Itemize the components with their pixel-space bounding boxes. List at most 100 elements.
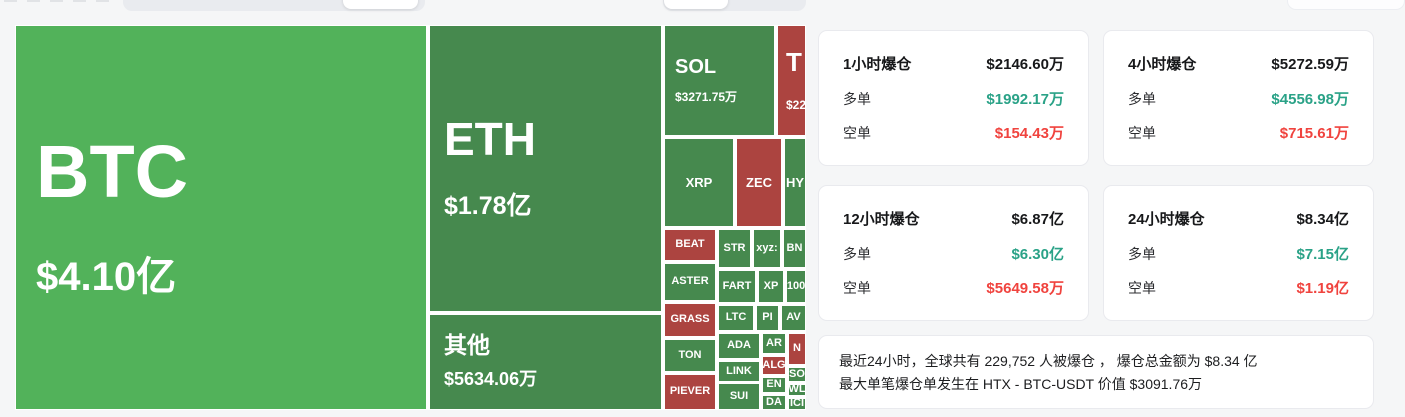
card-label: 空单 bbox=[1128, 125, 1156, 141]
treemap-tile-GRASS[interactable]: GRASS bbox=[664, 303, 716, 337]
treemap-tile-ICI[interactable]: ICI bbox=[788, 398, 806, 410]
card-value: $6.87亿 bbox=[1011, 211, 1064, 228]
card-row: 4小时爆仓 $5272.59万 bbox=[1128, 53, 1349, 74]
card-label: 1小时爆仓 bbox=[843, 56, 912, 73]
toolbar-faint-marks bbox=[4, 0, 109, 2]
tile-symbol: PIEVER bbox=[669, 385, 711, 398]
tile-value: $3271.75万 bbox=[675, 89, 738, 104]
treemap-tile-AV[interactable]: AV bbox=[781, 305, 806, 331]
card-row: 多单 $7.15亿 bbox=[1128, 243, 1349, 264]
card-value: $8.34亿 bbox=[1296, 211, 1349, 228]
card-row: 1小时爆仓 $2146.60万 bbox=[843, 53, 1064, 74]
treemap-tile-XRP[interactable]: XRP bbox=[664, 138, 734, 227]
tile-value: $1.78亿 bbox=[444, 191, 532, 220]
tile-symbol: AV bbox=[786, 311, 801, 324]
card-value: $2146.60万 bbox=[986, 56, 1064, 73]
treemap-tile-XP[interactable]: XP bbox=[758, 270, 784, 303]
treemap-tile-LTC[interactable]: LTC bbox=[718, 305, 754, 331]
liquidation-card: 24小时爆仓 $8.34亿多单 $7.15亿空单 $1.19亿 bbox=[1103, 185, 1374, 321]
treemap-tile-BN[interactable]: BN bbox=[783, 229, 806, 268]
tile-symbol: TON bbox=[678, 348, 702, 361]
treemap-tile-T[interactable]: T $22 bbox=[777, 25, 806, 136]
card-row: 12小时爆仓 $6.87亿 bbox=[843, 208, 1064, 229]
tile-value: $5634.06万 bbox=[444, 369, 538, 390]
card-value: $154.43万 bbox=[994, 125, 1064, 142]
treemap-tile-ALG[interactable]: ALG bbox=[762, 356, 786, 375]
tile-symbol: xyz: bbox=[756, 241, 778, 254]
card-row: 多单 $4556.98万 bbox=[1128, 88, 1349, 109]
tile-value: $4.10亿 bbox=[36, 255, 177, 300]
treemap-tile-LINK[interactable]: LINK bbox=[718, 361, 760, 382]
tile-symbol: ASTER bbox=[671, 275, 709, 288]
treemap-tile-AR[interactable]: AR bbox=[762, 333, 786, 354]
tile-symbol: ETH bbox=[444, 113, 536, 166]
summary-line1: 最近24小时，全球共有 229,752 人被爆仓 ， 爆仓总金额为 $8.34 … bbox=[839, 353, 1258, 369]
treemap-tile-SUI[interactable]: SUI bbox=[718, 383, 760, 410]
tile-symbol: LINK bbox=[726, 364, 752, 377]
treemap-tile-PIEVER[interactable]: PIEVER bbox=[664, 374, 716, 410]
tile-symbol: AR bbox=[766, 336, 782, 349]
timeframe-segmented-control[interactable] bbox=[123, 0, 425, 11]
segmented-control-thumb[interactable] bbox=[343, 0, 418, 9]
card-row: 多单 $6.30亿 bbox=[843, 243, 1064, 264]
tile-symbol: 100 bbox=[786, 279, 806, 292]
treemap-tile-DA[interactable]: DA bbox=[762, 395, 786, 410]
treemap-tile-SOL[interactable]: SOL $3271.75万 bbox=[664, 25, 775, 136]
card-row: 多单 $1992.17万 bbox=[843, 88, 1064, 109]
treemap-tile-ADA[interactable]: ADA bbox=[718, 333, 760, 359]
treemap-tile-WL[interactable]: WL bbox=[788, 384, 806, 396]
segmented-control-thumb[interactable] bbox=[664, 0, 728, 9]
card-label: 多单 bbox=[1128, 90, 1156, 107]
tile-symbol: HY bbox=[785, 174, 805, 190]
tile-symbol: XRP bbox=[685, 174, 713, 190]
treemap-tile-ASTER[interactable]: ASTER bbox=[664, 263, 716, 301]
tile-symbol: BTC bbox=[36, 129, 189, 213]
tile-symbol: 其他 bbox=[444, 331, 490, 358]
tile-symbol: GRASS bbox=[670, 313, 710, 326]
treemap-tile-BTC[interactable]: BTC $4.10亿 bbox=[15, 25, 427, 410]
card-label: 多单 bbox=[1128, 245, 1156, 262]
treemap-tile-N[interactable]: N bbox=[788, 333, 806, 365]
treemap-tile-EN[interactable]: EN bbox=[762, 377, 786, 393]
treemap-tile-100[interactable]: 100 bbox=[786, 270, 806, 303]
card-value: $6.30亿 bbox=[1011, 245, 1064, 263]
tile-value: $22 bbox=[786, 98, 806, 113]
card-row: 空单 $1.19亿 bbox=[1128, 277, 1349, 298]
card-row: 空单 $715.61万 bbox=[1128, 122, 1349, 143]
tile-symbol: BEAT bbox=[675, 238, 705, 251]
card-label: 多单 bbox=[843, 245, 871, 262]
treemap-tile-STR[interactable]: STR bbox=[718, 229, 751, 268]
tile-symbol: BN bbox=[786, 241, 803, 254]
treemap-tile-xyz:[interactable]: xyz: bbox=[753, 229, 781, 268]
tile-symbol: LTC bbox=[725, 311, 747, 324]
treemap-tile-HY[interactable]: HY bbox=[784, 138, 806, 227]
treemap-tile-BEAT[interactable]: BEAT bbox=[664, 229, 716, 261]
card-label: 空单 bbox=[843, 280, 871, 296]
tile-symbol: ADA bbox=[727, 339, 751, 352]
tile-symbol: DA bbox=[766, 395, 782, 408]
card-label: 4小时爆仓 bbox=[1128, 56, 1197, 73]
card-label: 24小时爆仓 bbox=[1128, 211, 1205, 228]
card-value: $1992.17万 bbox=[986, 90, 1064, 108]
topright-control[interactable] bbox=[1287, 0, 1405, 10]
treemap-tile-ETH[interactable]: ETH $1.78亿 bbox=[429, 25, 662, 312]
card-value: $4556.98万 bbox=[1271, 90, 1349, 108]
tile-symbol: SO bbox=[789, 367, 805, 380]
treemap-tile-其他[interactable]: 其他 $5634.06万 bbox=[429, 314, 662, 410]
treemap-tile-TON[interactable]: TON bbox=[664, 339, 716, 372]
treemap-tile-FART[interactable]: FART bbox=[718, 270, 756, 303]
summary-line2: 最大单笔爆仓单发生在 HTX - BTC-USDT 价值 $3091.76万 bbox=[839, 376, 1203, 392]
tile-symbol: PI bbox=[762, 311, 773, 324]
tile-symbol: WL bbox=[788, 384, 806, 396]
liquidation-stats-panel: 1小时爆仓 $2146.60万 多单 $1992.17万 空单 $154.43万 4小时爆仓… bbox=[818, 30, 1374, 409]
treemap-tile-PI[interactable]: PI bbox=[756, 305, 779, 331]
tile-symbol: XP bbox=[763, 279, 779, 292]
card-value: $7.15亿 bbox=[1296, 245, 1349, 263]
treemap-tile-ZEC[interactable]: ZEC bbox=[736, 138, 782, 227]
view-segmented-control[interactable] bbox=[663, 0, 806, 11]
treemap-tile-SO[interactable]: SO bbox=[788, 367, 806, 382]
liquidation-card: 4小时爆仓 $5272.59万多单 $4556.98万空单 $715.61万 bbox=[1103, 30, 1374, 166]
tile-symbol: EN bbox=[766, 378, 782, 391]
card-value: $5649.58万 bbox=[986, 280, 1064, 297]
treemap: BTC $4.10亿 ETH $1.78亿 其他 $5634.06万 SOL $3271.75… bbox=[15, 25, 806, 410]
